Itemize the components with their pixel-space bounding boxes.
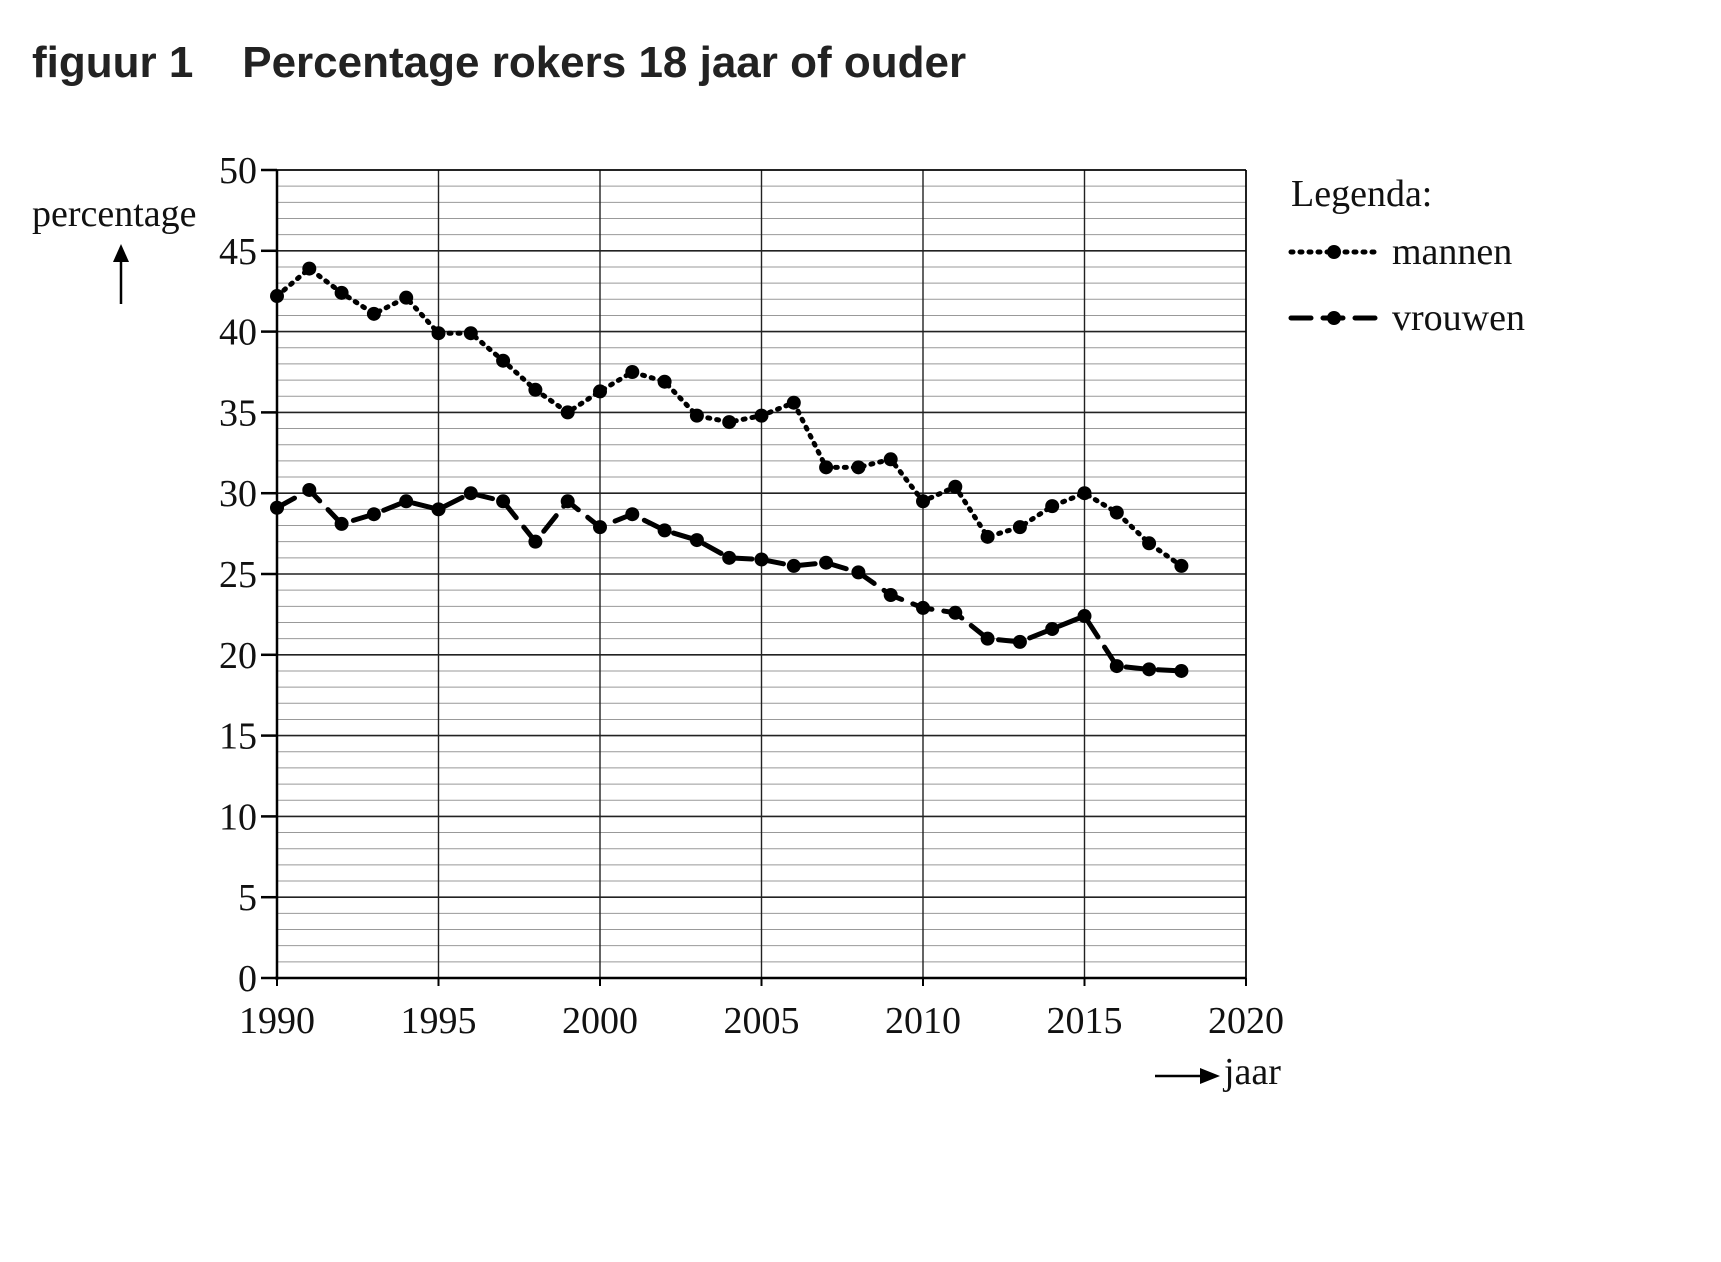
data-point-vrouwen xyxy=(851,565,866,580)
data-point-vrouwen xyxy=(270,500,284,515)
data-point-mannen xyxy=(463,326,478,341)
data-point-mannen xyxy=(754,408,769,423)
y-tick-label: 40 xyxy=(219,312,257,354)
data-point-vrouwen xyxy=(948,605,963,620)
data-point-mannen xyxy=(851,460,866,475)
data-point-vrouwen xyxy=(431,502,446,517)
data-point-mannen xyxy=(1109,505,1124,520)
x-tick-label: 1995 xyxy=(401,1000,477,1042)
data-point-vrouwen xyxy=(463,486,478,501)
x-tick-label: 1990 xyxy=(239,1000,315,1042)
data-point-vrouwen xyxy=(883,588,898,603)
figure-label: figuur 1 xyxy=(32,38,194,87)
data-point-vrouwen xyxy=(1012,634,1027,649)
data-point-vrouwen xyxy=(302,482,317,497)
y-tick-label: 20 xyxy=(219,635,257,677)
legend-marker-mannen xyxy=(1327,245,1341,259)
data-point-vrouwen xyxy=(722,550,737,565)
data-point-vrouwen xyxy=(754,552,769,567)
data-point-vrouwen xyxy=(786,558,801,573)
data-point-vrouwen xyxy=(560,494,575,509)
x-axis-arrowhead-icon xyxy=(1200,1068,1220,1084)
data-point-vrouwen xyxy=(399,494,414,509)
grid xyxy=(276,169,1247,979)
y-tick-label: 0 xyxy=(238,958,257,1000)
data-point-mannen xyxy=(560,405,575,420)
data-point-mannen xyxy=(528,382,543,397)
y-tick-label: 30 xyxy=(219,473,257,515)
data-point-mannen xyxy=(819,460,834,475)
data-point-mannen xyxy=(302,261,317,276)
y-tick-label: 45 xyxy=(219,231,257,273)
x-axis-label: jaar xyxy=(1222,1051,1281,1093)
data-point-mannen xyxy=(980,529,995,544)
y-axis-label: percentage xyxy=(32,193,197,235)
y-tick-label: 10 xyxy=(219,796,257,838)
data-point-mannen xyxy=(1045,499,1060,514)
data-point-mannen xyxy=(1077,486,1092,501)
data-point-mannen xyxy=(366,306,381,321)
data-point-mannen xyxy=(334,285,349,300)
data-point-mannen xyxy=(593,384,607,399)
data-point-vrouwen xyxy=(366,507,381,522)
data-point-vrouwen xyxy=(819,555,834,570)
data-point-mannen xyxy=(786,395,801,410)
data-point-mannen xyxy=(689,408,704,423)
y-tick-label: 50 xyxy=(219,150,257,192)
data-point-vrouwen xyxy=(916,600,930,615)
data-point-mannen xyxy=(399,290,414,305)
y-tick-label: 35 xyxy=(219,392,257,434)
data-point-vrouwen xyxy=(593,520,607,535)
data-point-vrouwen xyxy=(1109,659,1124,674)
data-point-vrouwen xyxy=(657,523,672,538)
y-tick-label: 5 xyxy=(238,877,257,919)
data-point-mannen xyxy=(625,365,640,379)
figure-title-text: Percentage rokers 18 jaar of ouder xyxy=(242,38,967,87)
figure-title: figuur 1 Percentage rokers 18 jaar of ou… xyxy=(32,38,966,88)
data-point-mannen xyxy=(883,452,898,467)
data-point-mannen xyxy=(722,415,737,430)
data-point-vrouwen xyxy=(689,533,704,548)
data-point-mannen xyxy=(1174,558,1189,573)
data-point-vrouwen xyxy=(1174,663,1189,678)
data-point-mannen xyxy=(431,326,446,341)
x-tick-label: 2015 xyxy=(1047,1000,1123,1042)
x-tick-label: 2005 xyxy=(724,1000,800,1042)
legend-marker-vrouwen xyxy=(1327,311,1341,325)
legend: Legenda: mannen vrouwen xyxy=(1288,173,1525,339)
data-point-vrouwen xyxy=(980,631,995,646)
data-point-vrouwen xyxy=(1045,621,1060,636)
legend-label-vrouwen: vrouwen xyxy=(1392,297,1525,339)
data-point-vrouwen xyxy=(528,534,543,549)
legend-label-mannen: mannen xyxy=(1392,231,1512,273)
data-point-vrouwen xyxy=(1142,662,1157,677)
data-point-mannen xyxy=(948,479,963,494)
x-tick-label: 2000 xyxy=(562,1000,638,1042)
data-point-vrouwen xyxy=(334,516,349,531)
data-point-vrouwen xyxy=(625,507,640,522)
data-point-mannen xyxy=(270,289,284,304)
data-point-mannen xyxy=(1142,536,1157,551)
data-point-vrouwen xyxy=(496,494,511,509)
data-point-vrouwen xyxy=(1077,609,1092,624)
data-point-mannen xyxy=(496,353,511,368)
y-tick-label: 15 xyxy=(219,716,257,758)
data-point-mannen xyxy=(657,374,672,389)
data-point-mannen xyxy=(1012,520,1027,535)
x-tick-label: 2020 xyxy=(1208,1000,1284,1042)
x-tick-label: 2010 xyxy=(885,1000,961,1042)
series-line-vrouwen xyxy=(274,486,1184,674)
data-point-mannen xyxy=(916,494,930,509)
legend-title: Legenda: xyxy=(1291,173,1432,215)
y-axis-arrowhead-icon xyxy=(113,244,129,262)
y-tick-label: 25 xyxy=(219,554,257,596)
